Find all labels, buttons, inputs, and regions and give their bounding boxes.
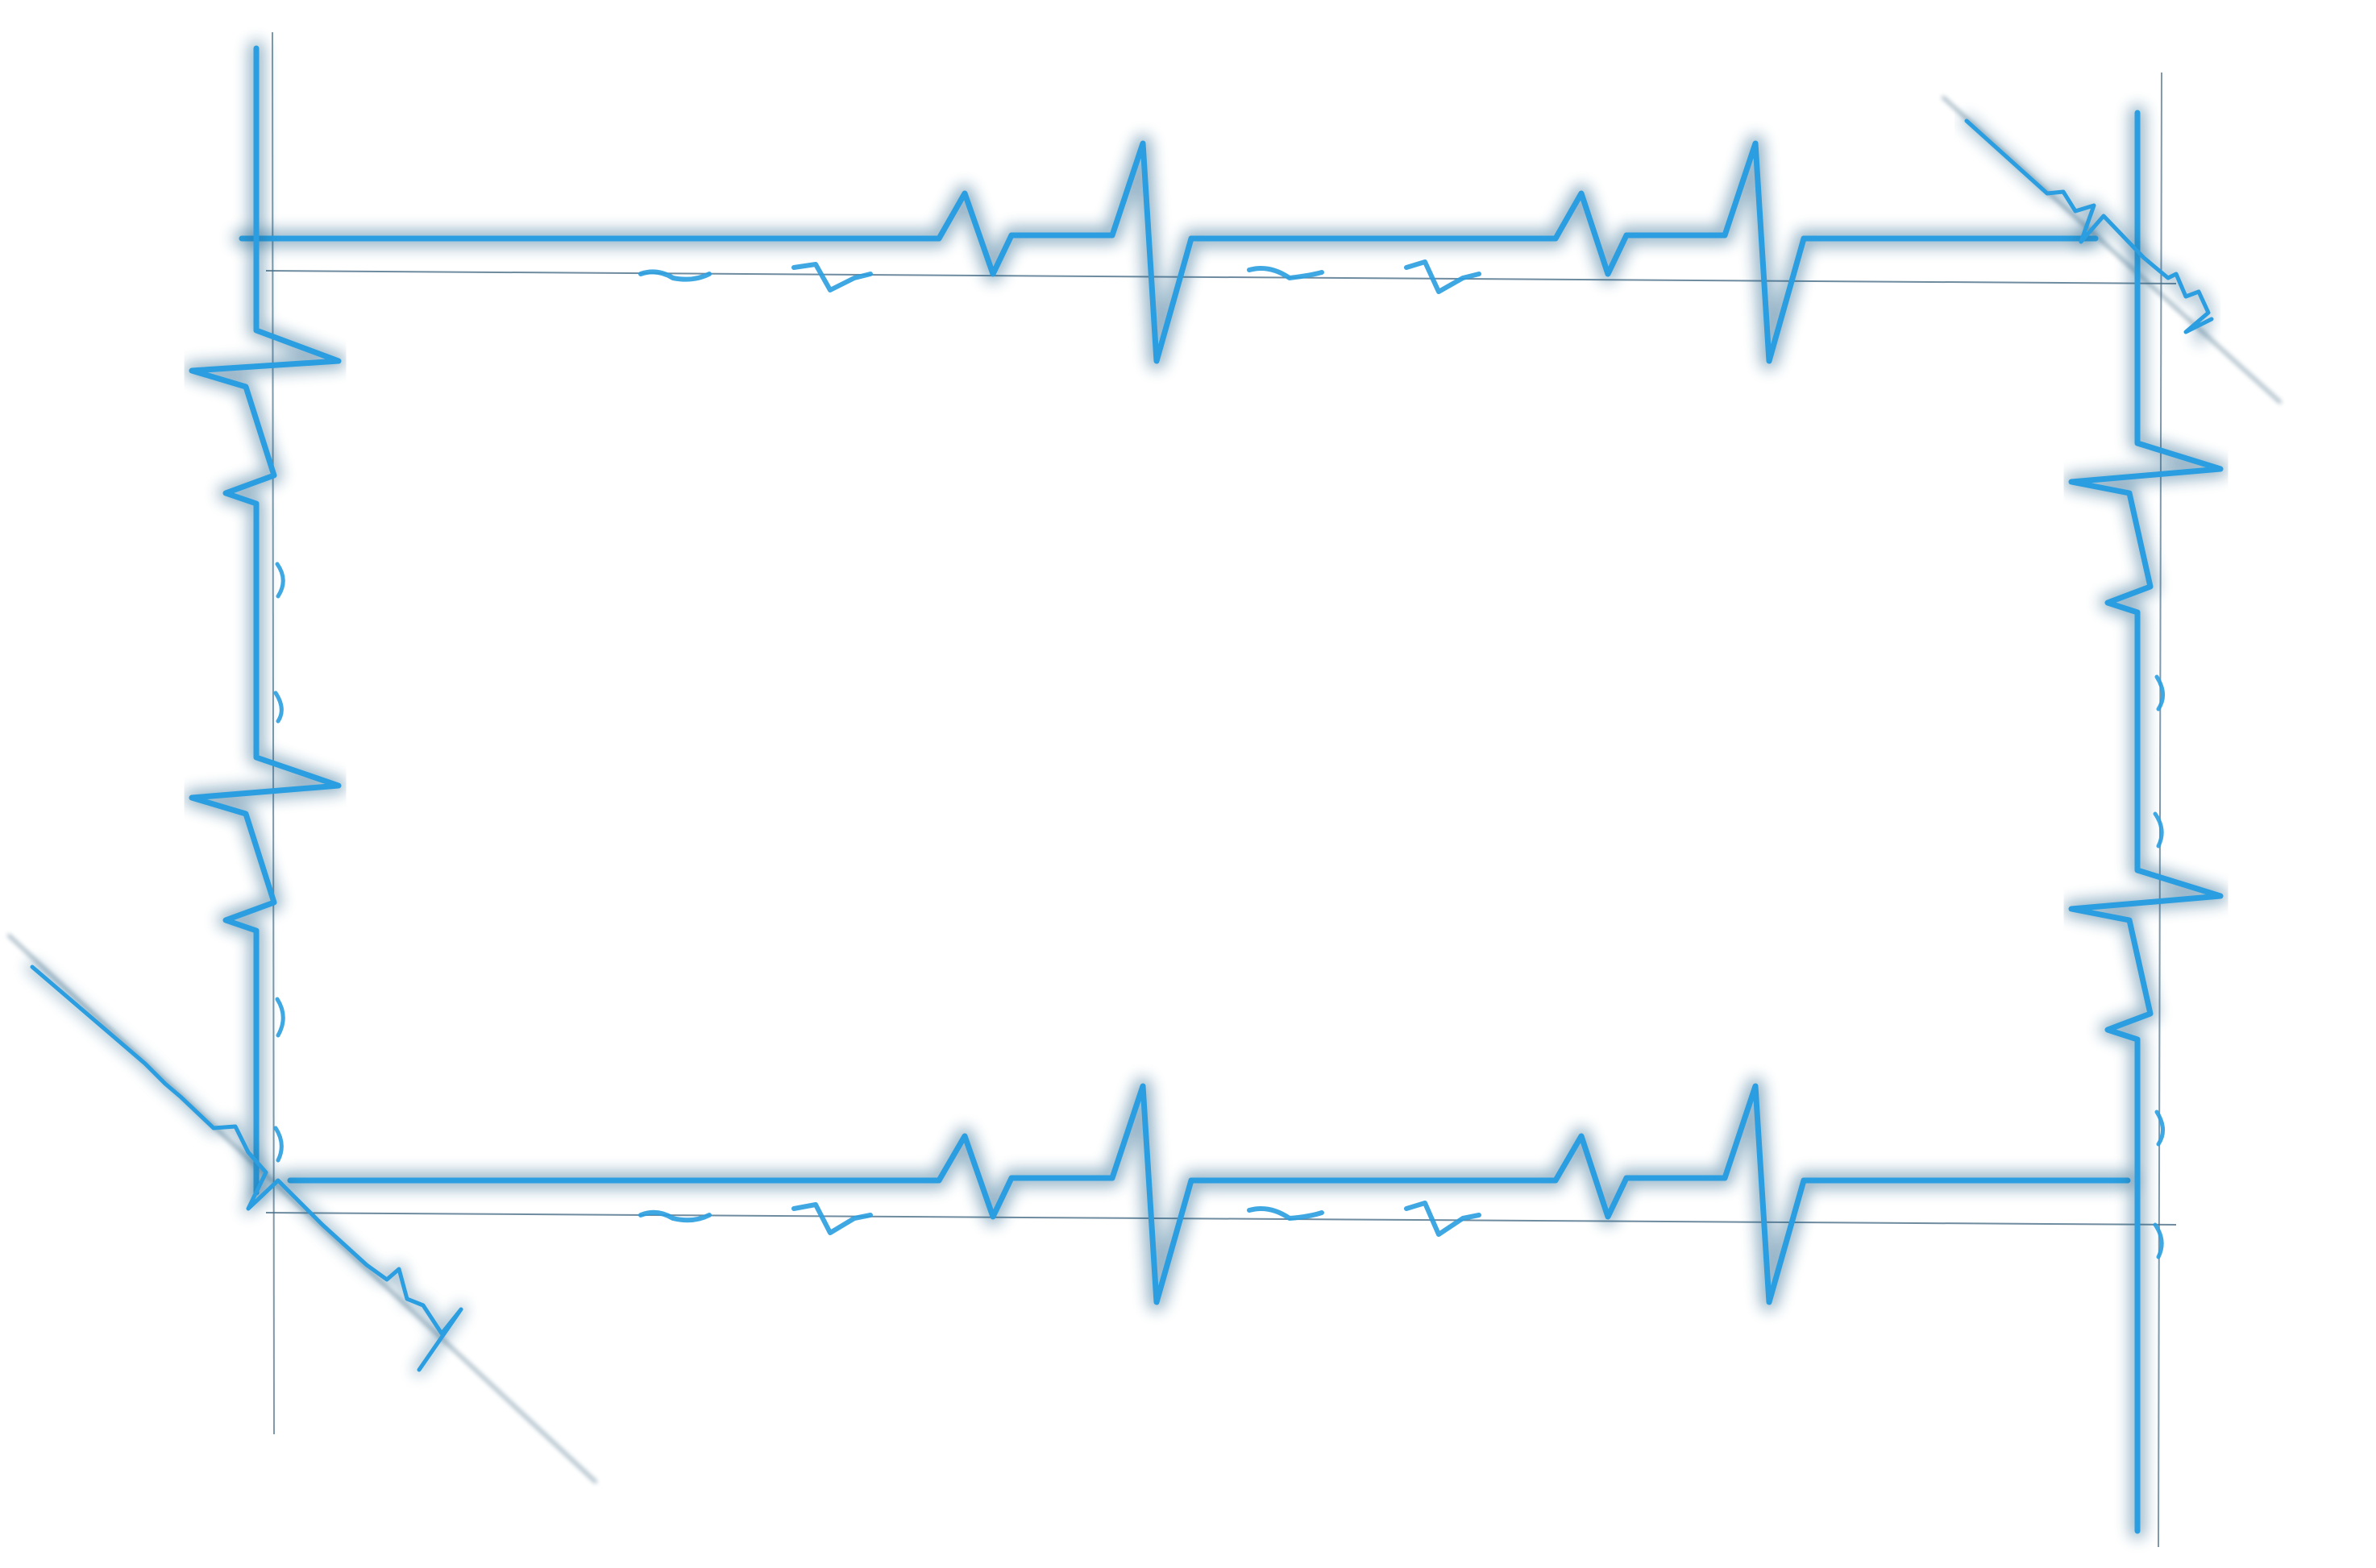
top-wave-underline (638, 259, 1481, 294)
left-heartbeat-line (184, 40, 347, 1201)
bottom-wave-underline (638, 1201, 1481, 1237)
right-heartbeat-line (2063, 105, 2229, 1539)
bottom-guide-line-thin (265, 1212, 2177, 1226)
bottom-heartbeat-line (281, 1077, 2137, 1311)
left-guide-line-thin (272, 31, 275, 1435)
top-guide-line-thin (265, 270, 2177, 284)
top-heartbeat-line (233, 135, 2104, 370)
bottom-left-diagonal-heartbeat (27, 961, 467, 1375)
top-right-diagonal-heartbeat (1961, 115, 2214, 344)
right-guide-line-thin (2158, 72, 2162, 1548)
